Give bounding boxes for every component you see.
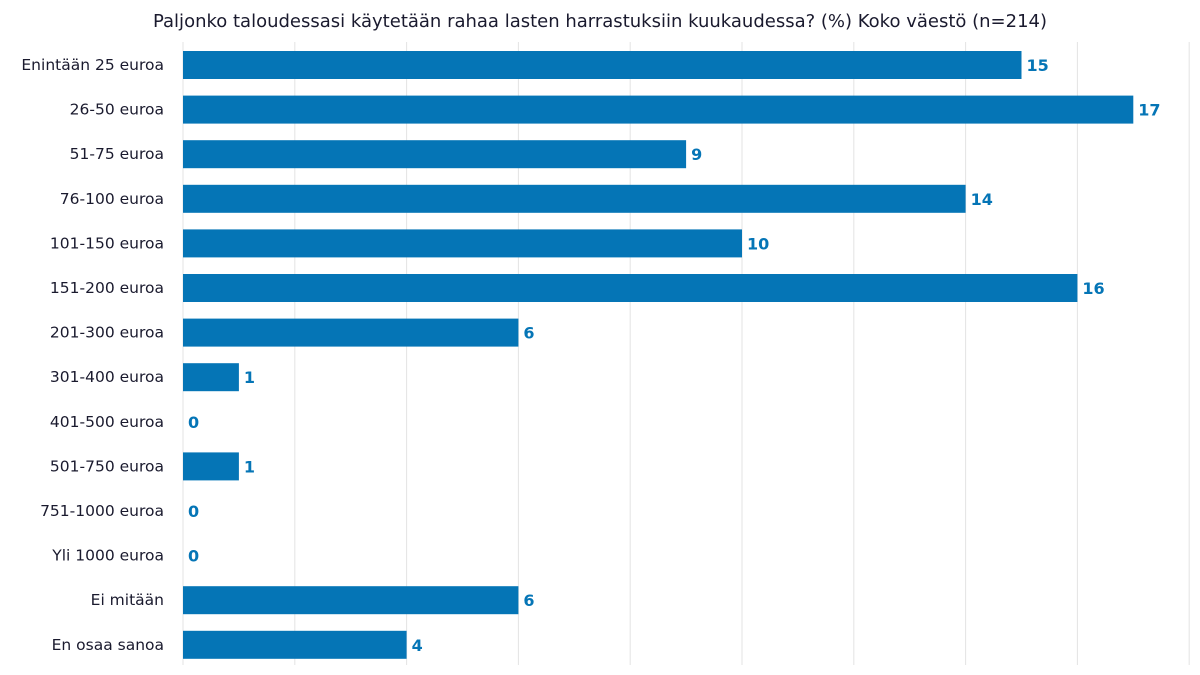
bar: [183, 274, 1078, 302]
category-label: 201-300 euroa: [50, 324, 164, 342]
bar: [183, 630, 407, 659]
bar: [183, 452, 239, 481]
data-label: 4: [412, 636, 423, 655]
data-label: 17: [1138, 101, 1160, 120]
bars: [183, 51, 1134, 659]
data-label: 1: [244, 368, 255, 387]
bar: [183, 318, 519, 347]
bar: [183, 184, 966, 213]
data-label: 1: [244, 457, 255, 476]
category-label: 51-75 euroa: [70, 145, 164, 163]
category-label: 26-50 euroa: [70, 101, 164, 119]
category-label: 301-400 euroa: [50, 368, 164, 386]
data-label: 6: [523, 591, 534, 610]
data-label: 14: [971, 190, 993, 209]
category-label: 151-200 euroa: [50, 279, 164, 297]
category-label: 101-150 euroa: [50, 234, 164, 252]
bar: [183, 95, 1134, 124]
data-label: 0: [188, 502, 199, 521]
category-label: 76-100 euroa: [60, 190, 164, 208]
category-labels: Enintään 25 euroa 26-50 euroa 51-75 euroa 7…: [21, 56, 164, 654]
chart-title: Paljonko taloudessasi käytetään rahaa la…: [153, 11, 1047, 32]
category-label: Ei mitään: [91, 591, 164, 609]
bar: [183, 51, 1022, 79]
category-label: 401-500 euroa: [50, 413, 164, 431]
category-label: Yli 1000 euroa: [51, 547, 164, 565]
data-label: 10: [747, 234, 769, 253]
bar: [183, 140, 687, 169]
data-label: 16: [1082, 279, 1104, 298]
bar: [183, 363, 239, 392]
data-label: 9: [691, 145, 702, 164]
category-label: En osaa sanoa: [52, 636, 164, 654]
data-label: 0: [188, 547, 199, 566]
gridlines: [182, 42, 1190, 665]
data-label: 0: [188, 413, 199, 432]
category-label: Enintään 25 euroa: [21, 56, 164, 74]
category-label: 501-750 euroa: [50, 457, 164, 475]
bar: [183, 229, 742, 258]
data-label: 6: [523, 324, 534, 343]
category-label: 751-1000 euroa: [40, 502, 164, 520]
data-label: 15: [1027, 56, 1049, 75]
bar: [183, 586, 519, 615]
